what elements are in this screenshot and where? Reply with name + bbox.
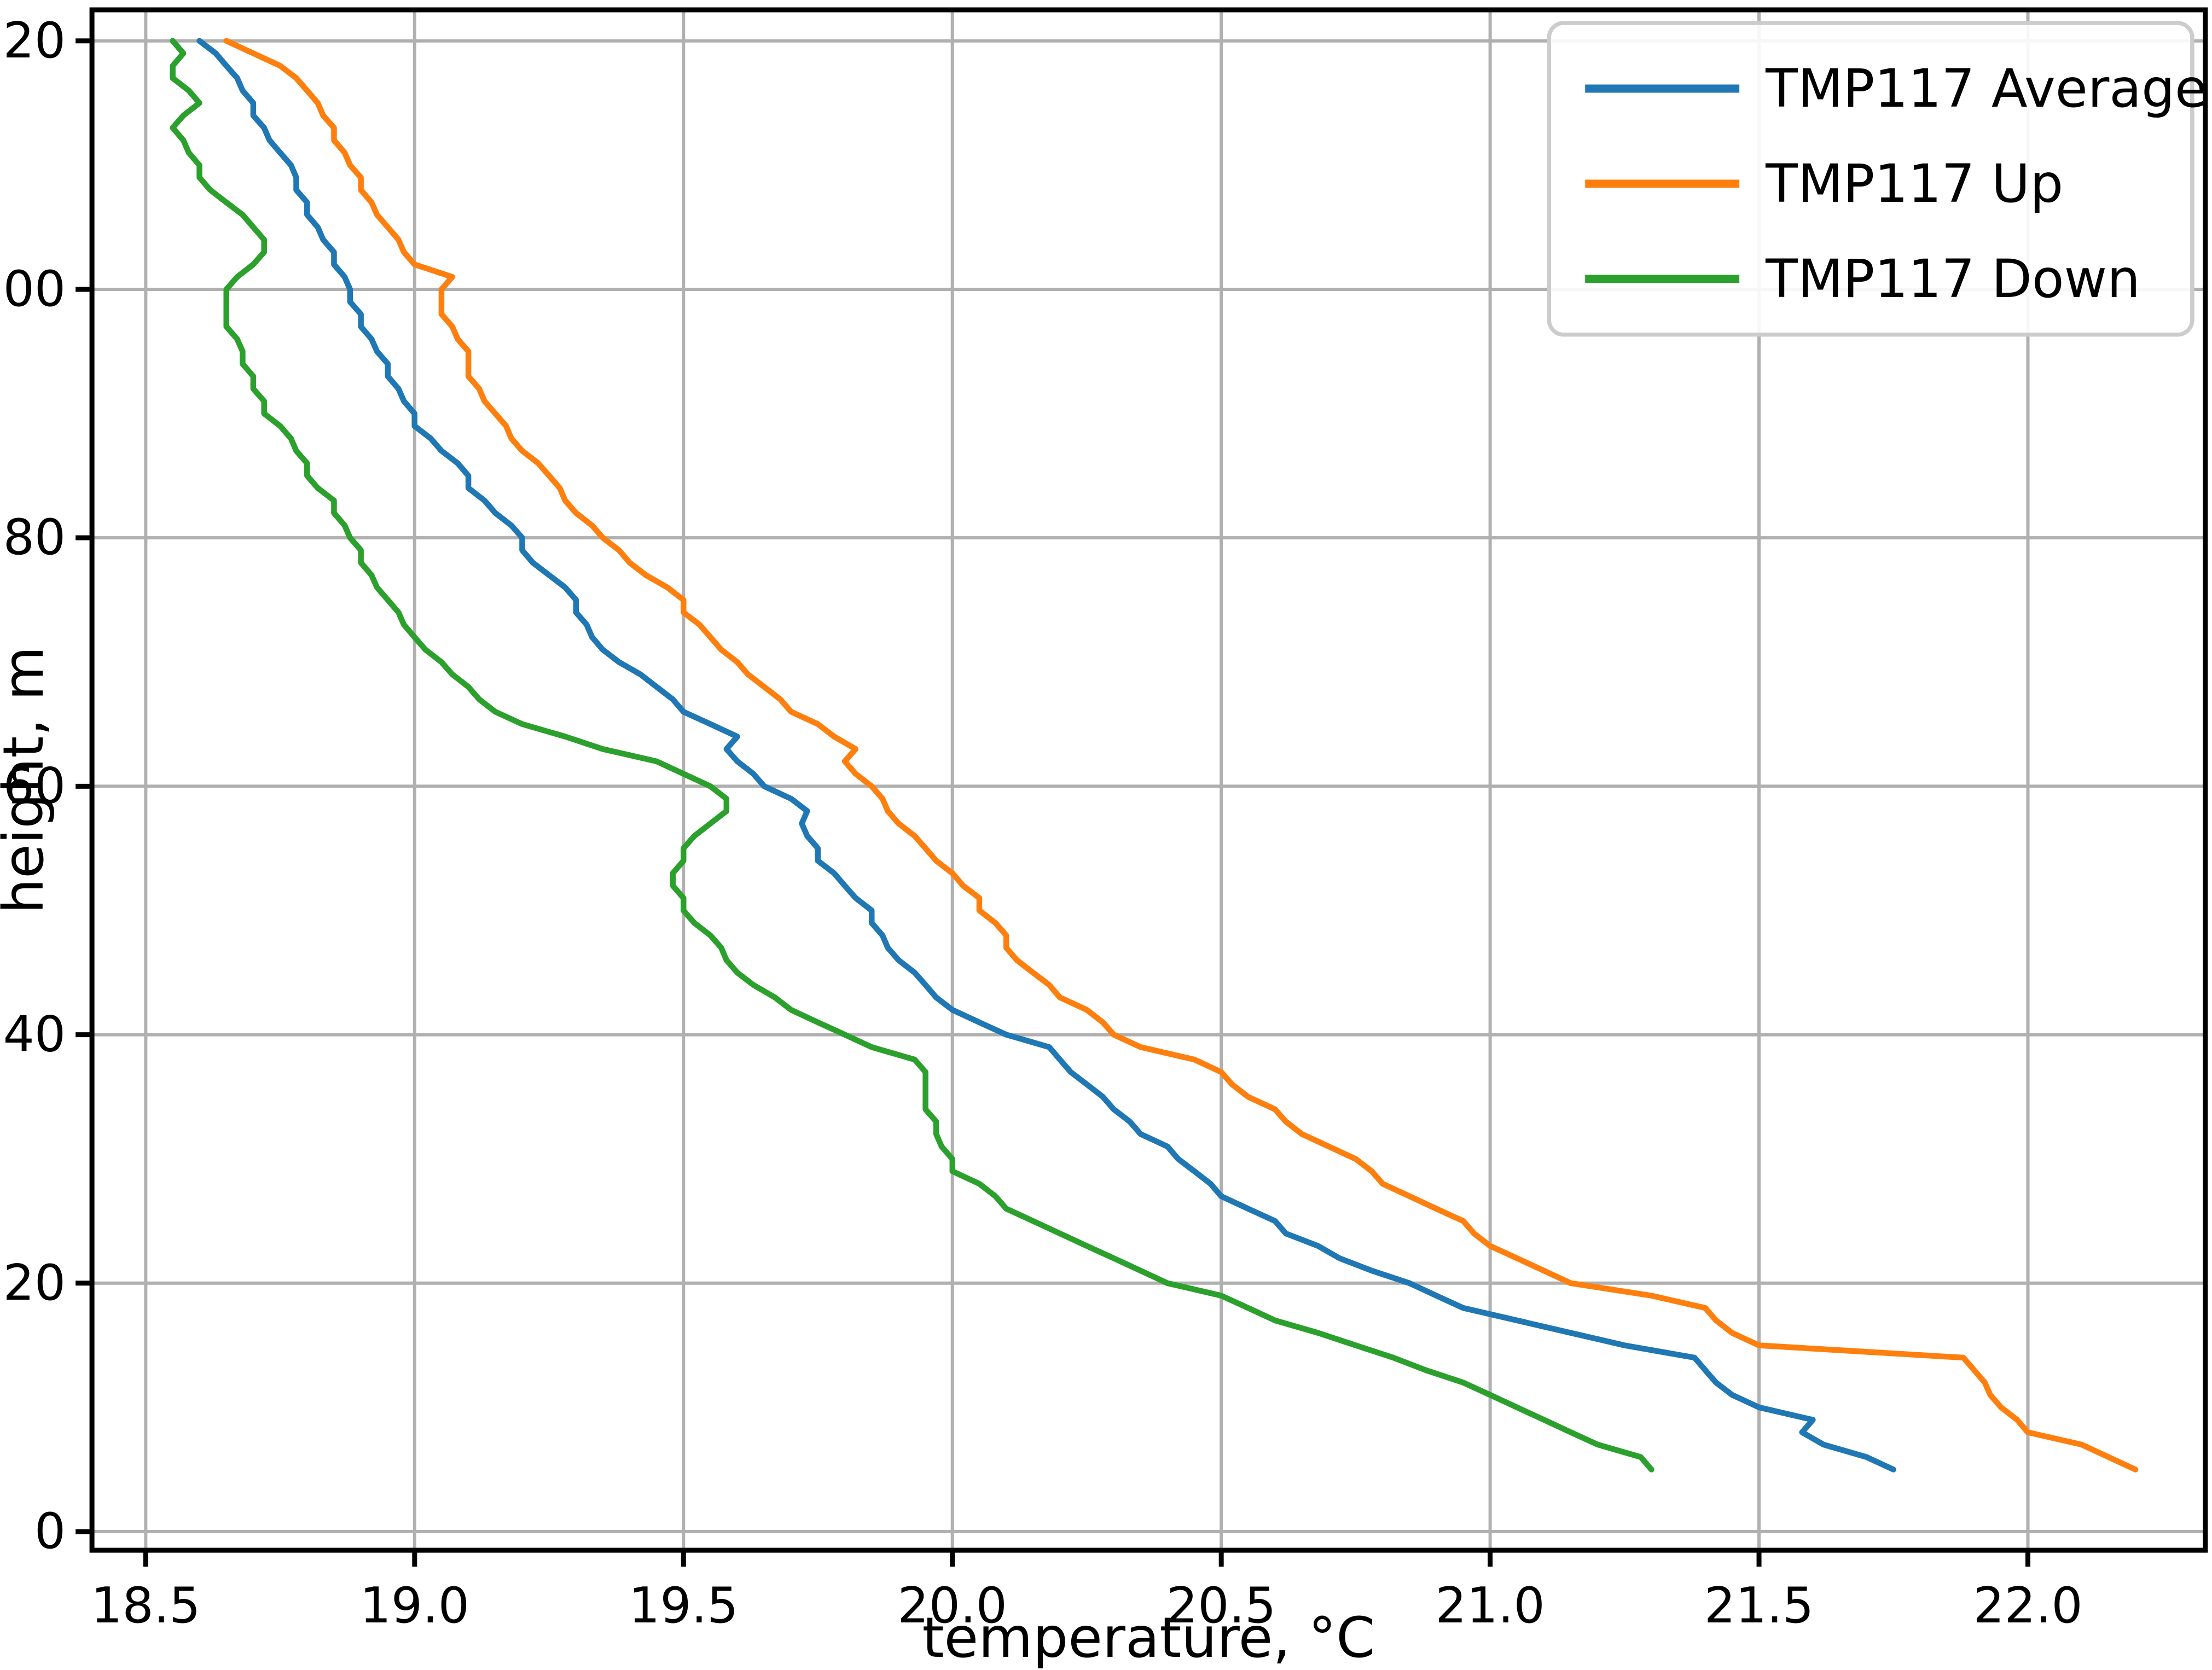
- legend-label-tmp117-up: TMP117 Up: [1765, 153, 2063, 214]
- x-tick-label: 21.0: [1435, 1577, 1545, 1634]
- series-line-tmp117-up: [223, 38, 2139, 1473]
- x-axis-label: temperature, °C: [922, 1605, 1375, 1670]
- x-axis: 18.5 19.0 19.5 20.0 20.5 21.0 21.5 22.0: [91, 1550, 2083, 1634]
- y-tick-label: 40: [3, 1006, 66, 1063]
- y-tick-label: 0: [34, 1503, 66, 1560]
- x-tick-label: 20.5: [1166, 1577, 1276, 1634]
- legend-box: [1547, 21, 2194, 337]
- legend-label-tmp117-down: TMP117 Down: [1765, 248, 2140, 310]
- y-tick-label: 60: [3, 757, 66, 814]
- y-tick-label: 80: [3, 509, 66, 566]
- y-axis-label: height, m: [0, 646, 56, 913]
- y-tick-label: 120: [0, 12, 66, 69]
- x-tick-label: 19.5: [629, 1577, 738, 1634]
- x-tick-label: 21.5: [1704, 1577, 1814, 1634]
- x-tick-label: 19.0: [360, 1577, 469, 1634]
- legend-item-tmp117-up: TMP117 Up: [1585, 153, 2063, 214]
- legend-item-tmp117-down: TMP117 Down: [1585, 248, 2140, 310]
- y-tick-label: 100: [0, 260, 66, 318]
- plot-frame: [89, 7, 2208, 1553]
- legend: TMP117 Average TMP117 Up TMP117 Down: [1547, 21, 2207, 337]
- series-line-tmp117-average: [196, 38, 1896, 1473]
- legend-item-tmp117-average: TMP117 Average: [1585, 58, 2207, 119]
- x-tick-label: 20.0: [898, 1577, 1007, 1634]
- x-tick-label: 18.5: [91, 1577, 200, 1634]
- y-tick-label: 20: [3, 1254, 66, 1312]
- x-tick-label: 22.0: [1973, 1577, 2082, 1634]
- legend-label-tmp117-average: TMP117 Average: [1765, 58, 2207, 119]
- series-line-tmp117-down: [170, 38, 1654, 1473]
- y-axis: 0 20 40 60 80 100 120: [0, 12, 92, 1560]
